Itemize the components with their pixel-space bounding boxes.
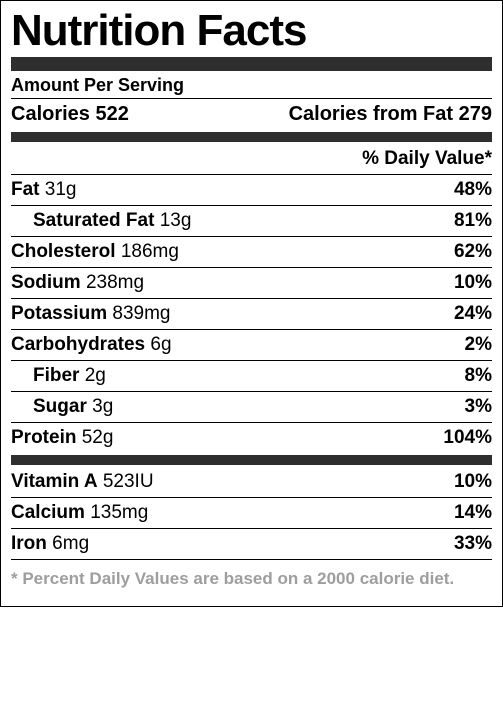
protein-name: Protein (11, 427, 76, 448)
satfat-left: Saturated Fat 13g (11, 210, 191, 232)
iron-left: Iron 6mg (11, 533, 89, 555)
potassium-name: Potassium (11, 303, 107, 324)
bar-med-1 (11, 132, 492, 142)
chol-dv: 62% (454, 241, 492, 263)
row-protein: Protein 52g 104% (11, 422, 492, 453)
calcium-name: Calcium (11, 502, 85, 523)
chol-value: 186mg (121, 241, 179, 262)
vitA-left: Vitamin A 523IU (11, 471, 154, 493)
carbs-left: Carbohydrates 6g (11, 334, 172, 356)
satfat-dv: 81% (454, 210, 492, 232)
satfat-name: Saturated Fat (33, 210, 154, 231)
chol-name: Cholesterol (11, 241, 116, 262)
sodium-left: Sodium 238mg (11, 272, 144, 294)
calcium-value: 135mg (90, 502, 148, 523)
calories-label: Calories (11, 103, 90, 125)
footnote: * Percent Daily Values are based on a 20… (11, 560, 492, 592)
row-chol: Cholesterol 186mg 62% (11, 236, 492, 267)
fat-left: Fat 31g (11, 179, 76, 201)
carbs-value: 6g (150, 334, 171, 355)
sugar-dv: 3% (465, 396, 492, 418)
dv-header-text: % Daily Value* (362, 148, 492, 170)
protein-left: Protein 52g (11, 427, 113, 449)
calcium-left: Calcium 135mg (11, 502, 148, 524)
row-carbs: Carbohydrates 6g 2% (11, 329, 492, 360)
potassium-value: 839mg (112, 303, 170, 324)
vitA-dv: 10% (454, 471, 492, 493)
amount-per-serving: Amount Per Serving (11, 73, 492, 98)
calories-row: Calories 522 Calories from Fat 279 (11, 99, 492, 130)
dv-header: % Daily Value* (11, 144, 492, 174)
row-fat: Fat 31g 48% (11, 174, 492, 205)
bar-med-2 (11, 455, 492, 465)
nutrition-facts-label: Nutrition Facts Amount Per Serving Calor… (0, 0, 503, 607)
protein-value: 52g (82, 427, 114, 448)
potassium-dv: 24% (454, 303, 492, 325)
calories-value: 522 (96, 103, 129, 125)
sodium-dv: 10% (454, 272, 492, 294)
fat-name: Fat (11, 179, 40, 200)
potassium-left: Potassium 839mg (11, 303, 170, 325)
calories-left: Calories 522 (11, 103, 129, 126)
carbs-dv: 2% (465, 334, 492, 356)
sodium-value: 238mg (86, 272, 144, 293)
row-sugar: Sugar 3g 3% (11, 391, 492, 422)
bar-thick-1 (11, 57, 492, 71)
vitA-name: Vitamin A (11, 471, 98, 492)
calories-from-fat-value: 279 (459, 103, 492, 125)
row-calcium: Calcium 135mg 14% (11, 497, 492, 528)
title: Nutrition Facts (11, 9, 492, 57)
iron-name: Iron (11, 533, 47, 554)
row-vitA: Vitamin A 523IU 10% (11, 467, 492, 497)
row-potassium: Potassium 839mg 24% (11, 298, 492, 329)
iron-dv: 33% (454, 533, 492, 555)
sodium-name: Sodium (11, 272, 81, 293)
calories-from-fat-label: Calories from Fat (289, 103, 453, 125)
fiber-value: 2g (85, 365, 106, 386)
fat-dv: 48% (454, 179, 492, 201)
row-sodium: Sodium 238mg 10% (11, 267, 492, 298)
iron-value: 6mg (52, 533, 89, 554)
row-fiber: Fiber 2g 8% (11, 360, 492, 391)
chol-left: Cholesterol 186mg (11, 241, 179, 263)
sugar-left: Sugar 3g (11, 396, 113, 418)
vitA-value: 523IU (103, 471, 154, 492)
sugar-value: 3g (92, 396, 113, 417)
satfat-value: 13g (160, 210, 192, 231)
fat-value: 31g (45, 179, 77, 200)
fiber-dv: 8% (465, 365, 492, 387)
protein-dv: 104% (443, 427, 492, 449)
calcium-dv: 14% (454, 502, 492, 524)
fiber-name: Fiber (33, 365, 79, 386)
row-iron: Iron 6mg 33% (11, 528, 492, 559)
fiber-left: Fiber 2g (11, 365, 106, 387)
sugar-name: Sugar (33, 396, 87, 417)
calories-from-fat: Calories from Fat 279 (289, 103, 492, 126)
carbs-name: Carbohydrates (11, 334, 145, 355)
row-satfat: Saturated Fat 13g 81% (11, 205, 492, 236)
